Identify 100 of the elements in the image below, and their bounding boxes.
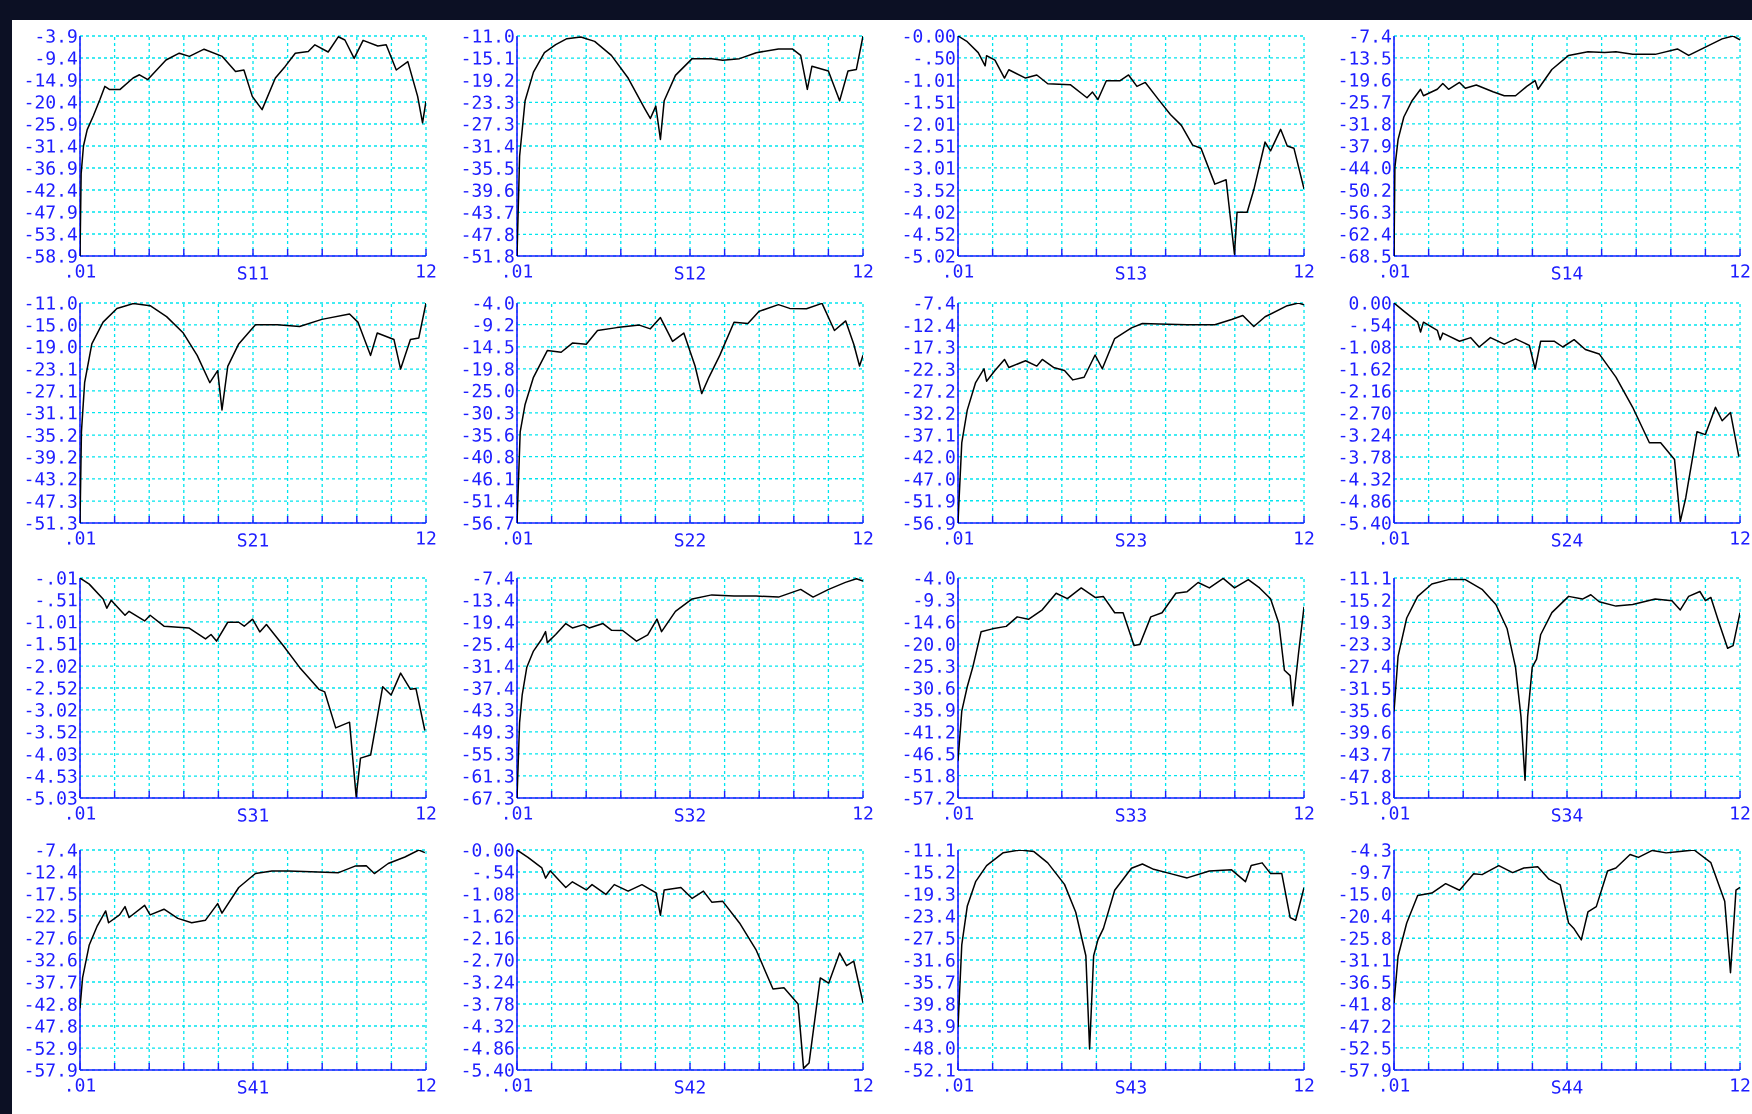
y-tick-label: -46.1 — [463, 471, 514, 486]
y-tick-label: -23.3 — [463, 95, 514, 110]
y-tick-label: -35.9 — [904, 703, 955, 717]
y-tick-label: -25.7 — [1340, 95, 1391, 109]
line-series — [958, 850, 1305, 1050]
y-tick-label: -3.52 — [904, 183, 955, 198]
y-tick-label: -3.78 — [1340, 450, 1391, 464]
y-tick-label: -23.4 — [904, 909, 955, 923]
y-tick-label: -2.02 — [26, 659, 77, 673]
y-tick-label: -23.1 — [26, 362, 77, 376]
line-series — [1394, 303, 1740, 523]
y-tick-label: -41.2 — [904, 725, 955, 739]
y-tick-label: -20.4 — [26, 95, 77, 109]
line-series — [80, 850, 426, 1009]
y-tick-label: -7.4 — [37, 843, 77, 857]
y-tick-label: -2.51 — [904, 139, 955, 153]
y-tick-label: -31.5 — [1340, 681, 1391, 696]
y-tick-label: -52.5 — [1340, 1041, 1391, 1055]
x-axis-title: S21 — [237, 533, 269, 547]
y-tick-label: -56.7 — [463, 516, 514, 530]
y-tick-label: -17.5 — [26, 887, 77, 901]
y-tick-label: -51.3 — [26, 516, 77, 530]
y-tick-label: -1.01 — [26, 615, 77, 629]
y-tick-label: -57.9 — [26, 1063, 77, 1077]
y-tick-label: -7.4 — [1351, 29, 1391, 43]
y-tick-label: -5.40 — [463, 1063, 514, 1077]
x-tick-label: 12 — [1295, 806, 1314, 820]
y-tick-label: -31.8 — [1340, 117, 1391, 131]
y-tick-label: -1.08 — [1340, 340, 1391, 354]
x-tick-label: 12 — [417, 806, 436, 820]
x-tick-label: .01 — [1382, 531, 1410, 545]
y-tick-label: -51.8 — [904, 768, 955, 783]
y-tick-label: -35.7 — [904, 975, 955, 989]
x-tick-label: .01 — [946, 264, 974, 278]
y-tick-label: -25.3 — [904, 659, 955, 673]
x-tick-label: .01 — [505, 1078, 533, 1092]
y-tick-label: 0.00 — [1349, 296, 1391, 310]
y-tick-label: -4.3 — [1351, 843, 1391, 857]
y-tick-label: -31.4 — [26, 139, 77, 153]
x-tick-label: .01 — [68, 1078, 96, 1092]
y-tick-label: -12.4 — [904, 318, 955, 332]
y-tick-label: -15.1 — [463, 51, 514, 65]
y-tick-label: -.50 — [915, 51, 955, 65]
y-tick-label: -13.5 — [1340, 51, 1391, 65]
y-tick-label: -31.1 — [26, 405, 77, 420]
x-tick-label: 12 — [1295, 264, 1314, 278]
x-axis-title: S34 — [1551, 808, 1583, 822]
y-tick-label: -13.4 — [463, 593, 514, 607]
y-tick-label: -1.62 — [463, 909, 514, 923]
y-tick-label: -48.0 — [904, 1041, 955, 1055]
x-tick-label: .01 — [1382, 264, 1410, 278]
y-tick-label: -20.0 — [904, 637, 955, 651]
y-tick-label: -57.9 — [1340, 1063, 1391, 1077]
y-tick-label: -11.1 — [904, 843, 955, 857]
x-tick-label: 12 — [417, 264, 436, 278]
y-tick-label: -4.32 — [1340, 472, 1391, 486]
y-tick-label: -9.4 — [37, 51, 77, 65]
x-tick-label: 12 — [854, 1078, 873, 1092]
y-tick-label: -25.8 — [1340, 931, 1391, 946]
y-tick-label: -3.24 — [1340, 428, 1391, 442]
line-series — [80, 577, 426, 798]
y-tick-label: -31.1 — [1340, 953, 1391, 967]
y-tick-label: -0.00 — [463, 843, 514, 857]
y-tick-label: -27.4 — [1340, 659, 1391, 673]
y-tick-label: -52.1 — [904, 1063, 955, 1077]
y-tick-label: -39.6 — [463, 183, 514, 198]
line-series — [80, 36, 426, 256]
y-tick-label: -1.01 — [904, 73, 955, 88]
y-tick-label: -19.3 — [1340, 615, 1391, 630]
line-series — [80, 302, 426, 523]
y-tick-label: -17.3 — [904, 340, 955, 354]
x-tick-label: 12 — [854, 806, 873, 820]
y-tick-label: -62.4 — [1340, 227, 1391, 241]
x-tick-label: .01 — [946, 531, 974, 545]
x-tick-label: .01 — [1382, 806, 1410, 820]
y-tick-label: -2.70 — [463, 953, 514, 967]
y-tick-label: -47.3 — [26, 494, 77, 508]
y-tick-label: -9.2 — [474, 317, 514, 332]
x-tick-label: .01 — [505, 531, 533, 545]
x-tick-label: .01 — [1382, 1078, 1410, 1092]
y-tick-label: -52.9 — [26, 1041, 77, 1056]
y-tick-label: -.54 — [474, 865, 514, 879]
line-series — [517, 35, 864, 256]
y-tick-label: -43.3 — [463, 703, 514, 717]
y-tick-label: -37.7 — [26, 975, 77, 989]
y-tick-label: -4.02 — [904, 205, 955, 219]
y-tick-label: -68.5 — [1340, 249, 1391, 263]
x-tick-label: 12 — [417, 531, 436, 545]
y-tick-label: -1.51 — [904, 95, 955, 109]
x-tick-label: 12 — [854, 264, 873, 278]
x-tick-label: .01 — [946, 1078, 974, 1092]
y-tick-label: -47.2 — [1340, 1019, 1391, 1033]
y-tick-label: -47.8 — [1340, 769, 1391, 784]
y-tick-label: -35.2 — [26, 428, 77, 442]
x-axis-title: S11 — [237, 266, 269, 280]
y-tick-label: -37.4 — [463, 681, 514, 695]
y-tick-label: -7.4 — [915, 296, 955, 310]
y-tick-label: -49.3 — [463, 725, 514, 739]
y-tick-label: -25.0 — [463, 383, 514, 398]
y-tick-label: -41.8 — [1340, 997, 1391, 1011]
